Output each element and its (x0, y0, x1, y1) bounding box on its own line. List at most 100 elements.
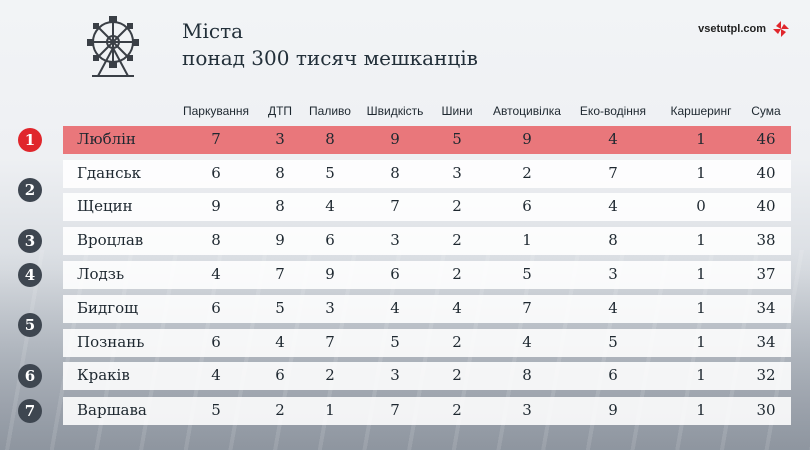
score-cell: 7 (390, 197, 400, 215)
score-cell: 8 (275, 197, 285, 215)
title-line-2: понад 300 тисяч мешканців (182, 46, 478, 70)
column-header: Паркування (182, 104, 250, 118)
table-row: Познань 6 4 7 5 2 4 5 1 34 (63, 329, 791, 357)
table-row: Краків 4 6 2 3 2 8 6 1 32 (63, 362, 791, 390)
score-cell: 8 (275, 164, 285, 182)
score-cell: 2 (452, 366, 462, 384)
score-cell: 8 (522, 366, 532, 384)
score-cell: 4 (275, 333, 285, 351)
column-header: ДТП (267, 104, 293, 118)
score-cell: 5 (275, 299, 285, 317)
total-cell: 38 (756, 231, 776, 249)
ferris-wheel-icon (87, 16, 139, 77)
score-cell: 2 (452, 333, 462, 351)
score-cell: 5 (608, 333, 618, 351)
total-cell: 40 (756, 197, 776, 215)
score-cell: 6 (522, 197, 532, 215)
score-cell: 5 (211, 401, 221, 419)
score-cell: 2 (452, 265, 462, 283)
score-cell: 2 (522, 164, 532, 182)
score-cell: 7 (211, 130, 221, 148)
rank-badge: 5 (18, 313, 42, 337)
score-cell: 7 (325, 333, 335, 351)
total-cell: 46 (756, 130, 776, 148)
column-header: Каршеринг (670, 104, 732, 118)
total-cell: 40 (756, 164, 776, 182)
score-cell: 4 (608, 197, 618, 215)
score-cell: 2 (452, 197, 462, 215)
total-cell: 37 (756, 265, 776, 283)
score-cell: 6 (390, 265, 400, 283)
rank-badge: 3 (18, 229, 42, 253)
city-name: Познань (77, 333, 145, 351)
score-cell: 2 (325, 366, 335, 384)
score-cell: 8 (325, 130, 335, 148)
score-cell: 6 (211, 333, 221, 351)
score-cell: 9 (522, 130, 532, 148)
rank-badge: 2 (18, 178, 42, 202)
rank-badge: 4 (18, 263, 42, 287)
score-cell: 6 (608, 366, 618, 384)
score-cell: 8 (211, 231, 221, 249)
score-cell: 4 (608, 299, 618, 317)
score-cell: 7 (522, 299, 532, 317)
score-cell: 1 (522, 231, 532, 249)
table-row: Лодзь 4 7 9 6 2 5 3 1 37 (63, 261, 791, 289)
score-cell: 1 (696, 366, 706, 384)
score-cell: 1 (696, 265, 706, 283)
score-cell: 1 (325, 401, 335, 419)
score-cell: 6 (325, 231, 335, 249)
score-cell: 9 (325, 265, 335, 283)
score-cell: 3 (325, 299, 335, 317)
score-cell: 0 (696, 197, 706, 215)
city-name: Вроцлав (77, 231, 144, 249)
city-name: Люблін (77, 130, 136, 148)
score-cell: 8 (390, 164, 400, 182)
score-cell: 3 (608, 265, 618, 283)
score-cell: 4 (211, 265, 221, 283)
total-cell: 34 (756, 299, 776, 317)
total-cell: 34 (756, 333, 776, 351)
score-cell: 1 (696, 231, 706, 249)
score-cell: 4 (325, 197, 335, 215)
score-cell: 3 (390, 231, 400, 249)
score-cell: 4 (452, 299, 462, 317)
title-line-1: Міста (182, 19, 244, 43)
column-header: Швидкість (366, 104, 424, 118)
column-header: Сума (751, 104, 781, 118)
score-cell: 3 (390, 366, 400, 384)
city-name: Щецин (77, 197, 133, 215)
score-cell: 3 (522, 401, 532, 419)
score-cell: 1 (696, 333, 706, 351)
score-cell: 9 (390, 130, 400, 148)
city-name: Варшава (77, 401, 147, 419)
column-header: Паливо (309, 104, 351, 118)
table-row: Бидгощ 6 5 3 4 4 7 4 1 34 (63, 295, 791, 323)
city-name: Лодзь (77, 265, 125, 283)
score-cell: 7 (275, 265, 285, 283)
table-row: Гданськ 6 8 5 8 3 2 7 1 40 (63, 160, 791, 188)
score-cell: 6 (211, 164, 221, 182)
column-header: Шини (441, 104, 473, 118)
total-cell: 30 (756, 401, 776, 419)
score-cell: 6 (211, 299, 221, 317)
score-cell: 8 (608, 231, 618, 249)
column-header: Еко-водіння (579, 104, 647, 118)
score-cell: 1 (696, 401, 706, 419)
score-cell: 3 (452, 164, 462, 182)
score-cell: 4 (390, 299, 400, 317)
site-label: vsetutpl.com (698, 23, 766, 35)
table-row: Варшава 5 2 1 7 2 3 9 1 30 (63, 397, 791, 425)
score-cell: 1 (696, 130, 706, 148)
score-cell: 9 (211, 197, 221, 215)
pinwheel-icon (773, 21, 789, 37)
rank-badge: 7 (18, 399, 42, 423)
score-cell: 7 (390, 401, 400, 419)
site-link[interactable]: vsetutpl.com (698, 20, 790, 38)
table-header: Паркування ДТП Паливо Швидкість Шини Авт… (0, 104, 810, 124)
score-cell: 5 (522, 265, 532, 283)
score-cell: 4 (608, 130, 618, 148)
city-name: Гданськ (77, 164, 142, 182)
table-row: Вроцлав 8 9 6 3 2 1 8 1 38 (63, 227, 791, 255)
score-cell: 2 (452, 231, 462, 249)
